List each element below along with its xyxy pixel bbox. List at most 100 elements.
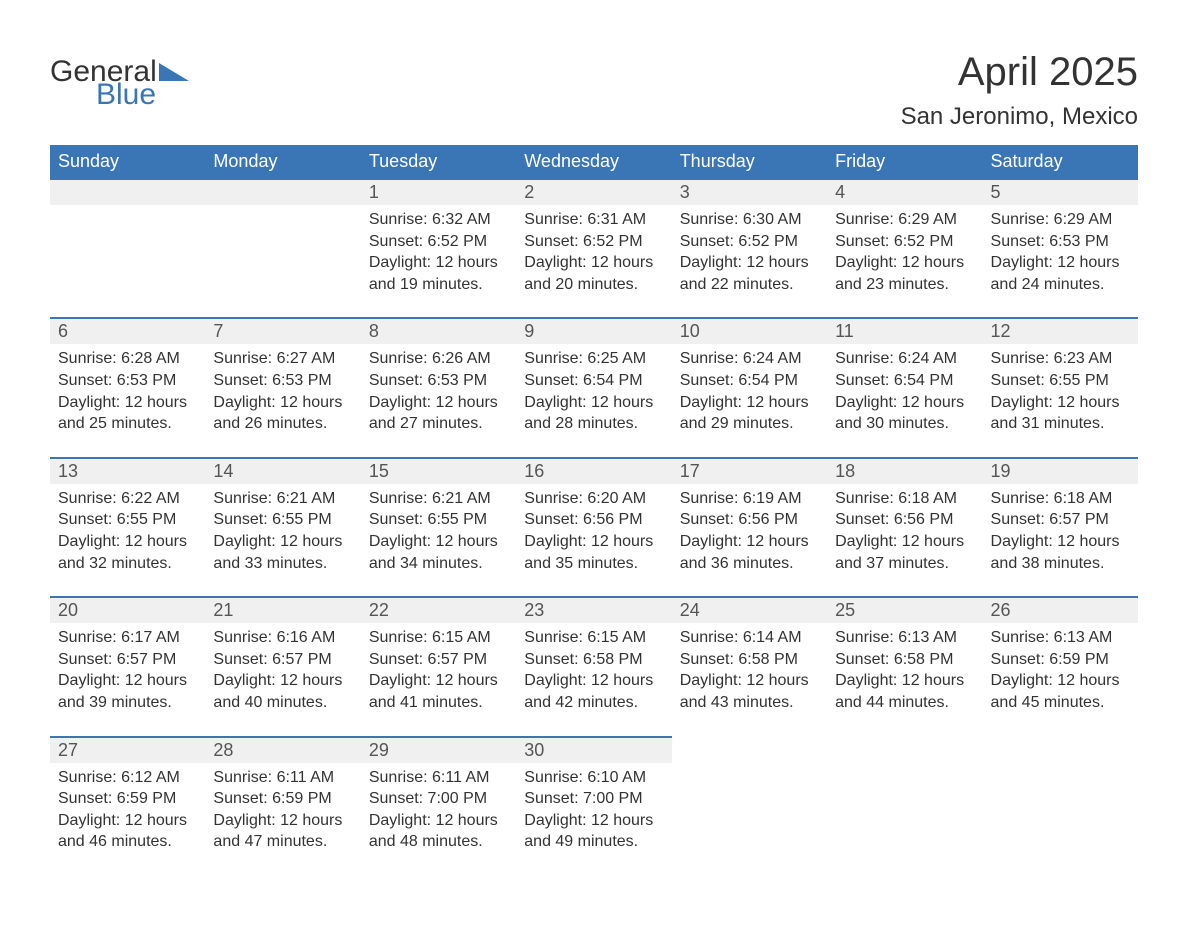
day-content-cell: Sunrise: 6:18 AMSunset: 6:56 PMDaylight:… [827, 484, 982, 597]
daylight-line: Daylight: 12 hours and 40 minutes. [213, 672, 342, 711]
sunset-line: Sunset: 6:55 PM [369, 511, 487, 528]
day-content-cell: Sunrise: 6:23 AMSunset: 6:55 PMDaylight:… [983, 344, 1138, 457]
day-content-row: Sunrise: 6:22 AMSunset: 6:55 PMDaylight:… [50, 484, 1138, 597]
day-number-row: 20212223242526 [50, 597, 1138, 623]
day-content-cell: Sunrise: 6:20 AMSunset: 6:56 PMDaylight:… [516, 484, 671, 597]
daylight-line: Daylight: 12 hours and 31 minutes. [991, 394, 1120, 433]
sunset-line: Sunset: 6:52 PM [524, 233, 642, 250]
sunrise-line: Sunrise: 6:30 AM [680, 211, 802, 228]
day-content-cell [827, 763, 982, 875]
sunset-line: Sunset: 6:53 PM [991, 233, 1109, 250]
day-content-cell: Sunrise: 6:24 AMSunset: 6:54 PMDaylight:… [672, 344, 827, 457]
sunrise-line: Sunrise: 6:24 AM [835, 350, 957, 367]
daylight-line: Daylight: 12 hours and 27 minutes. [369, 394, 498, 433]
day-content-row: Sunrise: 6:32 AM Sunset: 6:52 PM Daylight:… [50, 205, 1138, 318]
day-content-cell: Sunrise: 6:25 AMSunset: 6:54 PMDaylight:… [516, 344, 671, 457]
sunrise-line: Sunrise: 6:15 AM [369, 629, 491, 646]
day-number-cell: 29 [361, 737, 516, 763]
sunset-line: Sunset: 6:59 PM [213, 790, 331, 807]
day-content-row: Sunrise: 6:17 AM Sunset: 6:57 PM Daylight:… [50, 623, 1138, 736]
daylight-line: Daylight: 12 hours and 30 minutes. [835, 394, 964, 433]
day-number-cell: 27 [50, 737, 205, 763]
daylight-line: Daylight: 12 hours and 39 minutes. [58, 672, 187, 711]
sunrise-line: Sunrise: 6:14 AM [680, 629, 802, 646]
day-content-cell: Sunrise: 6:24 AM Sunset: 6:54 PM Daylight:… [827, 344, 982, 457]
day-number-cell: 12 [983, 318, 1138, 344]
day-number-cell: 28 [205, 737, 360, 763]
sunset-line: Sunset: 6:56 PM [680, 511, 798, 528]
sunset-line: Sunset: 6:54 PM [835, 372, 953, 389]
day-content-row: Sunrise: 6:28 AMSunset: 6:53 PMDaylight:… [50, 344, 1138, 457]
daylight-line: Daylight: 12 hours and 25 minutes. [58, 394, 187, 433]
day-content-cell: Sunrise: 6:11 AMSunset: 6:59 PMDaylight:… [205, 763, 360, 875]
daylight-line: Daylight: 12 hours and 33 minutes. [213, 533, 342, 572]
weekday-header: Monday [205, 145, 360, 179]
daylight-line: Daylight: 12 hours and 28 minutes. [524, 394, 653, 433]
sunrise-line: Sunrise: 6:17 AM [58, 629, 180, 646]
sunset-line: Sunset: 6:53 PM [213, 372, 331, 389]
day-content-cell: Sunrise: 6:10 AMSunset: 7:00 PMDaylight:… [516, 763, 671, 875]
daylight-line: Daylight: 12 hours and 26 minutes. [213, 394, 342, 433]
day-content-row: Sunrise: 6:12 AMSunset: 6:59 PMDaylight:… [50, 763, 1138, 875]
sunrise-line: Sunrise: 6:21 AM [213, 490, 335, 507]
day-content-cell: Sunrise: 6:12 AMSunset: 6:59 PMDaylight:… [50, 763, 205, 875]
daylight-line: Daylight: 12 hours and 34 minutes. [369, 533, 498, 572]
day-number-cell [205, 179, 360, 205]
sunrise-line: Sunrise: 6:18 AM [835, 490, 957, 507]
day-number-cell: 24 [672, 597, 827, 623]
day-number-cell: 14 [205, 458, 360, 484]
day-number-row: 27282930 [50, 737, 1138, 763]
page-header: General Blue April 2025 San Jeronimo, Me… [50, 50, 1138, 131]
sunrise-line: Sunrise: 6:24 AM [680, 350, 802, 367]
daylight-line: Daylight: 12 hours and 29 minutes. [680, 394, 809, 433]
sunset-line: Sunset: 6:57 PM [58, 651, 176, 668]
day-number-cell: 3 [672, 179, 827, 205]
day-number-row: 13141516171819 [50, 458, 1138, 484]
sunset-line: Sunset: 6:57 PM [213, 651, 331, 668]
day-number-cell [827, 737, 982, 763]
day-content-cell: Sunrise: 6:31 AMSunset: 6:52 PMDaylight:… [516, 205, 671, 318]
day-number-cell: 5 [983, 179, 1138, 205]
sunrise-line: Sunrise: 6:23 AM [991, 350, 1113, 367]
day-content-cell: Sunrise: 6:29 AMSunset: 6:52 PMDaylight:… [827, 205, 982, 318]
day-content-cell: Sunrise: 6:13 AMSunset: 6:58 PMDaylight:… [827, 623, 982, 736]
sunset-line: Sunset: 6:52 PM [680, 233, 798, 250]
day-content-cell: Sunrise: 6:32 AMSunset: 6:52 PMDaylight:… [361, 205, 516, 318]
day-number-row: 12345 [50, 179, 1138, 205]
day-content-cell: Sunrise: 6:30 AMSunset: 6:52 PMDaylight:… [672, 205, 827, 318]
sunset-line: Sunset: 6:59 PM [58, 790, 176, 807]
month-title: April 2025 [901, 50, 1138, 95]
sunrise-line: Sunrise: 6:32 AM [369, 211, 491, 228]
day-content-cell: Sunrise: 6:14 AMSunset: 6:58 PMDaylight:… [672, 623, 827, 736]
weekday-header: Sunday [50, 145, 205, 179]
title-block: April 2025 San Jeronimo, Mexico [901, 50, 1138, 131]
day-content-cell: Sunrise: 6:15 AMSunset: 6:58 PMDaylight:… [516, 623, 671, 736]
sunrise-line: Sunrise: 6:20 AM [524, 490, 646, 507]
sunset-line: Sunset: 6:55 PM [58, 511, 176, 528]
day-number-cell: 10 [672, 318, 827, 344]
day-number-cell: 16 [516, 458, 671, 484]
sunrise-line: Sunrise: 6:16 AM [213, 629, 335, 646]
day-content-cell: Sunrise: 6:16 AM Sunset: 6:57 PM Daylight:… [205, 623, 360, 736]
daylight-line: Daylight: 12 hours and 23 minutes. [835, 254, 964, 293]
day-number-cell: 23 [516, 597, 671, 623]
sunset-line: Sunset: 6:53 PM [58, 372, 176, 389]
day-number-cell: 26 [983, 597, 1138, 623]
daylight-line: Daylight: 12 hours and 46 minutes. [58, 812, 187, 851]
day-number-cell: 1 [361, 179, 516, 205]
day-content-cell: Sunrise: 6:28 AMSunset: 6:53 PMDaylight:… [50, 344, 205, 457]
logo-flag-icon [159, 58, 189, 85]
day-content-cell: Sunrise: 6:11 AMSunset: 7:00 PMDaylight:… [361, 763, 516, 875]
sunrise-line: Sunrise: 6:11 AM [369, 769, 490, 786]
day-content-cell: Sunrise: 6:18 AMSunset: 6:57 PMDaylight:… [983, 484, 1138, 597]
sunset-line: Sunset: 6:58 PM [835, 651, 953, 668]
logo: General Blue [50, 50, 189, 108]
sunrise-line: Sunrise: 6:21 AM [369, 490, 491, 507]
day-number-cell [672, 737, 827, 763]
day-content-cell: Sunrise: 6:17 AM Sunset: 6:57 PM Daylight:… [50, 623, 205, 736]
day-number-cell: 30 [516, 737, 671, 763]
day-content-cell: Sunrise: 6:29 AMSunset: 6:53 PMDaylight:… [983, 205, 1138, 318]
weekday-header: Wednesday [516, 145, 671, 179]
sunset-line: Sunset: 6:58 PM [524, 651, 642, 668]
daylight-line: Daylight: 12 hours and 44 minutes. [835, 672, 964, 711]
